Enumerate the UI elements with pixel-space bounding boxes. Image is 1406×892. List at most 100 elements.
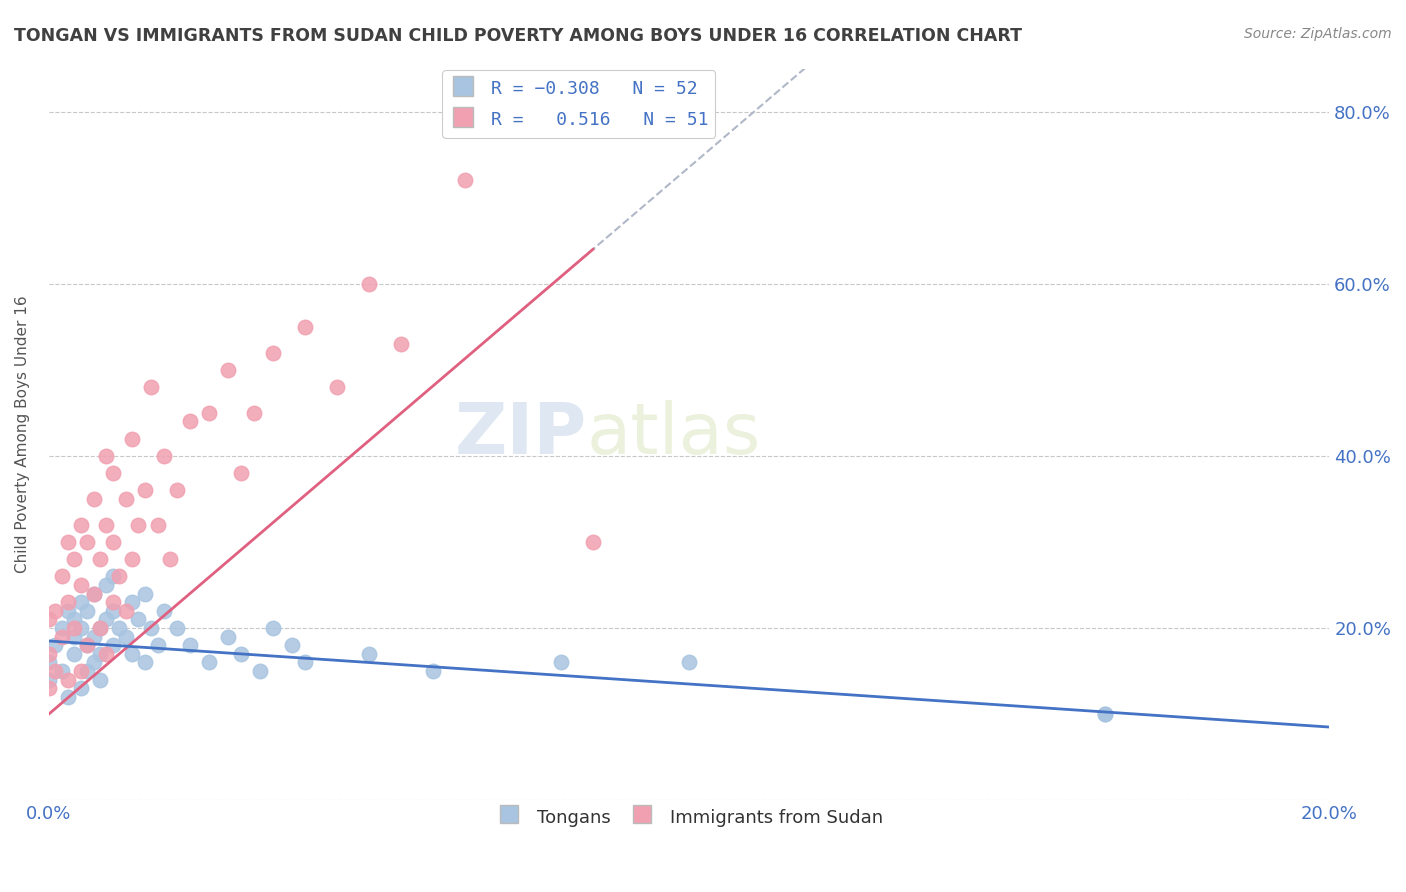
Point bbox=[96, 612, 118, 626]
Point bbox=[153, 604, 176, 618]
Point bbox=[101, 604, 124, 618]
Point bbox=[389, 337, 412, 351]
Point bbox=[44, 638, 66, 652]
Point bbox=[159, 552, 181, 566]
Point bbox=[121, 595, 143, 609]
Point bbox=[51, 630, 73, 644]
Point bbox=[63, 612, 86, 626]
Point bbox=[69, 517, 91, 532]
Point bbox=[83, 491, 105, 506]
Point bbox=[281, 638, 304, 652]
Point bbox=[454, 173, 477, 187]
Point bbox=[326, 380, 349, 394]
Point bbox=[114, 491, 136, 506]
Point bbox=[166, 621, 188, 635]
Point bbox=[56, 673, 79, 687]
Point bbox=[76, 664, 98, 678]
Point bbox=[146, 638, 169, 652]
Point bbox=[101, 569, 124, 583]
Point bbox=[69, 664, 91, 678]
Point bbox=[38, 681, 60, 696]
Point bbox=[229, 647, 252, 661]
Point bbox=[146, 517, 169, 532]
Point bbox=[101, 535, 124, 549]
Point bbox=[229, 466, 252, 480]
Point bbox=[141, 380, 163, 394]
Point bbox=[294, 319, 316, 334]
Point bbox=[76, 638, 98, 652]
Point bbox=[89, 552, 111, 566]
Point bbox=[51, 569, 73, 583]
Point bbox=[51, 664, 73, 678]
Y-axis label: Child Poverty Among Boys Under 16: Child Poverty Among Boys Under 16 bbox=[15, 295, 30, 574]
Point bbox=[89, 647, 111, 661]
Point bbox=[96, 449, 118, 463]
Point bbox=[134, 586, 156, 600]
Point bbox=[83, 586, 105, 600]
Point bbox=[83, 656, 105, 670]
Point bbox=[550, 656, 572, 670]
Text: TONGAN VS IMMIGRANTS FROM SUDAN CHILD POVERTY AMONG BOYS UNDER 16 CORRELATION CH: TONGAN VS IMMIGRANTS FROM SUDAN CHILD PO… bbox=[14, 27, 1022, 45]
Point bbox=[134, 483, 156, 498]
Point bbox=[38, 647, 60, 661]
Point bbox=[357, 277, 380, 291]
Point bbox=[242, 406, 264, 420]
Point bbox=[89, 621, 111, 635]
Legend: Tongans, Immigrants from Sudan: Tongans, Immigrants from Sudan bbox=[488, 798, 890, 835]
Point bbox=[44, 664, 66, 678]
Point bbox=[198, 656, 221, 670]
Point bbox=[1094, 707, 1116, 722]
Point bbox=[63, 630, 86, 644]
Point bbox=[96, 517, 118, 532]
Point bbox=[83, 586, 105, 600]
Point bbox=[38, 673, 60, 687]
Point bbox=[114, 604, 136, 618]
Point bbox=[69, 595, 91, 609]
Point bbox=[121, 647, 143, 661]
Point bbox=[422, 664, 444, 678]
Point bbox=[357, 647, 380, 661]
Point bbox=[96, 578, 118, 592]
Text: Source: ZipAtlas.com: Source: ZipAtlas.com bbox=[1244, 27, 1392, 41]
Point bbox=[69, 681, 91, 696]
Point bbox=[249, 664, 271, 678]
Point bbox=[76, 638, 98, 652]
Point bbox=[217, 630, 239, 644]
Point bbox=[121, 432, 143, 446]
Point bbox=[96, 647, 118, 661]
Point bbox=[108, 621, 131, 635]
Point bbox=[108, 569, 131, 583]
Point bbox=[101, 638, 124, 652]
Text: ZIP: ZIP bbox=[454, 400, 586, 469]
Point bbox=[1094, 707, 1116, 722]
Point bbox=[114, 630, 136, 644]
Point bbox=[63, 552, 86, 566]
Point bbox=[83, 630, 105, 644]
Point bbox=[56, 595, 79, 609]
Point bbox=[127, 612, 149, 626]
Point bbox=[127, 517, 149, 532]
Point bbox=[121, 552, 143, 566]
Point bbox=[678, 656, 700, 670]
Point bbox=[51, 621, 73, 635]
Point bbox=[38, 656, 60, 670]
Point bbox=[89, 673, 111, 687]
Point bbox=[56, 604, 79, 618]
Point bbox=[76, 535, 98, 549]
Point bbox=[217, 363, 239, 377]
Point bbox=[141, 621, 163, 635]
Point bbox=[56, 535, 79, 549]
Point bbox=[179, 414, 201, 428]
Point bbox=[38, 612, 60, 626]
Point bbox=[76, 604, 98, 618]
Point bbox=[101, 466, 124, 480]
Text: atlas: atlas bbox=[586, 400, 761, 469]
Point bbox=[63, 647, 86, 661]
Point bbox=[44, 604, 66, 618]
Point bbox=[198, 406, 221, 420]
Point bbox=[179, 638, 201, 652]
Point bbox=[56, 690, 79, 704]
Point bbox=[166, 483, 188, 498]
Point bbox=[582, 535, 605, 549]
Point bbox=[294, 656, 316, 670]
